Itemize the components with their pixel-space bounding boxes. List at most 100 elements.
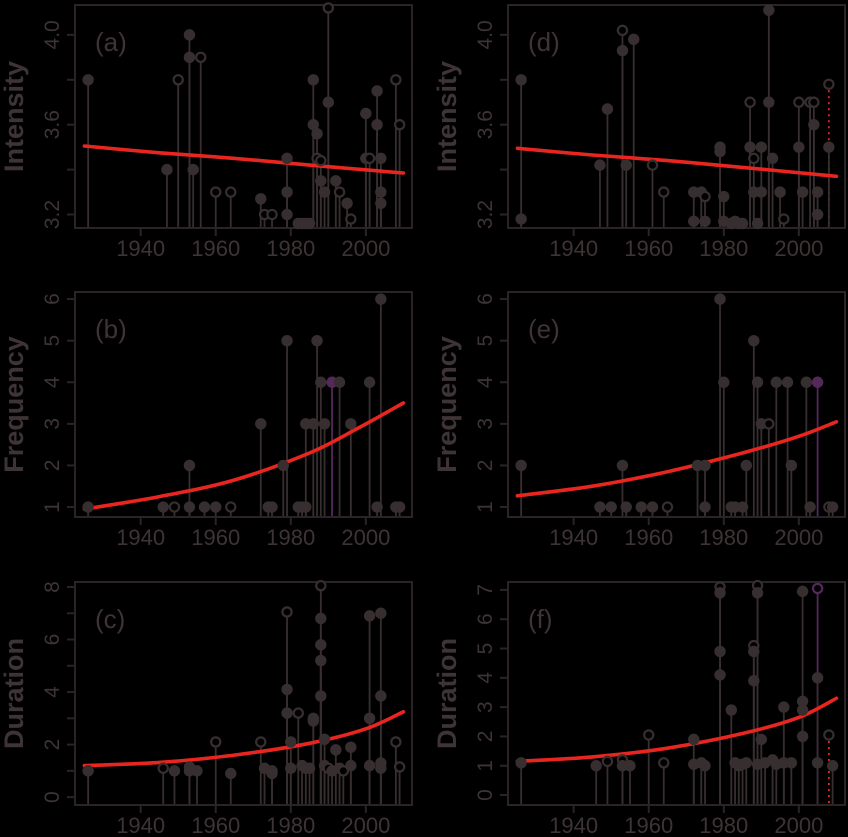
- plot-frame: [74, 581, 413, 806]
- y-tick-label: 3.6: [474, 110, 497, 139]
- data-point-open: [601, 755, 614, 768]
- x-tick-label: 1940: [549, 813, 598, 837]
- panel-letter-label: (f): [528, 604, 553, 634]
- y-axis-title: Duration: [432, 638, 462, 749]
- x-tick-label: 1940: [116, 525, 165, 550]
- data-point-filled: [315, 175, 327, 187]
- trend-line: [515, 420, 839, 498]
- y-tick-label: 5: [474, 335, 497, 347]
- data-point-filled: [811, 186, 824, 198]
- panel-letter-label: (e): [528, 314, 560, 344]
- x-tick-label: 1940: [116, 236, 165, 261]
- data-point-filled: [315, 612, 327, 625]
- y-tick-label: 5: [41, 335, 64, 347]
- y-axis-title: Duration: [0, 638, 29, 749]
- data-point-filled: [699, 215, 711, 227]
- data-point-open: [225, 186, 237, 198]
- data-point-filled: [311, 334, 323, 347]
- data-point-filled: [515, 757, 527, 769]
- y-tick-label: 2: [474, 460, 497, 472]
- y-tick-label: 3: [474, 418, 497, 430]
- data-point-filled: [183, 459, 196, 472]
- x-tick-label: 2000: [341, 813, 390, 837]
- data-point-open: [748, 152, 760, 165]
- data-point-filled: [375, 293, 387, 305]
- data-point-filled: [363, 610, 376, 622]
- data-point-filled: [766, 152, 779, 165]
- data-point-filled: [616, 459, 629, 472]
- data-point-filled: [345, 759, 357, 772]
- y-tick-label: 4: [474, 672, 497, 684]
- x-tick-label: 1940: [549, 525, 598, 550]
- data-point-open: [363, 152, 376, 165]
- data-point-filled: [785, 459, 798, 472]
- plot-frame: [507, 291, 846, 518]
- y-tick-label: 3.2: [474, 200, 497, 229]
- y-tick-label: 6: [41, 634, 64, 646]
- data-point-filled: [778, 701, 790, 713]
- data-point-filled: [796, 585, 809, 598]
- panel-c-duration: 0 2 4 6 8 1940 1960 1980 2000 Duration (c): [0, 579, 413, 837]
- data-point-open: [210, 186, 222, 198]
- data-point-filled: [210, 501, 222, 513]
- data-point-filled: [590, 760, 602, 772]
- x-tick-label: 1960: [624, 236, 673, 261]
- data-point-filled: [315, 376, 327, 388]
- panel-e-frequency: 1 2 3 4 5 6 1940 1960 1980 2000 Frequency (e): [432, 291, 846, 550]
- data-point-filled: [714, 645, 726, 658]
- data-point-filled: [808, 118, 820, 131]
- y-tick-label: 4.0: [41, 20, 64, 49]
- y-tick-label: 6: [41, 293, 64, 305]
- data-point-filled: [736, 501, 749, 513]
- data-point-open: [646, 159, 659, 171]
- data-point-filled: [266, 501, 278, 513]
- data-point-filled: [699, 459, 711, 472]
- y-tick-label: 2: [41, 739, 64, 751]
- trend-line: [82, 144, 406, 175]
- data-point-open: [337, 765, 350, 777]
- x-tick-label: 2000: [341, 236, 390, 261]
- plot-frame: [74, 291, 413, 518]
- data-point-filled: [774, 186, 786, 198]
- x-tick-label: 2000: [341, 525, 390, 550]
- data-point-open: [255, 736, 267, 748]
- data-point-filled: [307, 418, 320, 430]
- data-point-filled: [82, 765, 94, 777]
- data-point-filled: [303, 762, 316, 774]
- data-point-open: [393, 118, 406, 131]
- data-point-filled: [285, 762, 297, 774]
- y-axis-title: Intensity: [432, 61, 462, 172]
- data-point-filled: [785, 757, 798, 769]
- data-point-filled: [330, 175, 342, 187]
- data-point-filled: [281, 152, 293, 165]
- data-point-open: [763, 418, 775, 430]
- y-tick-label: 4: [41, 686, 64, 698]
- data-point-filled: [318, 418, 331, 430]
- data-point-filled: [755, 186, 768, 198]
- data-point-open: [292, 707, 304, 719]
- data-point-open: [315, 579, 327, 592]
- data-point-filled: [345, 418, 357, 430]
- data-point-filled: [515, 213, 527, 225]
- y-tick-label: 1: [474, 760, 497, 772]
- trend-line: [515, 146, 839, 179]
- data-point-filled: [375, 762, 387, 774]
- data-point-open: [281, 606, 293, 618]
- x-tick-label: 1940: [116, 813, 165, 837]
- data-point-filled: [371, 501, 383, 513]
- x-tick-label: 1960: [191, 236, 240, 261]
- data-point-filled: [168, 765, 181, 777]
- data-point-open: [823, 729, 835, 741]
- trend-line: [82, 401, 406, 511]
- y-tick-label: 8: [41, 581, 64, 593]
- data-point-filled: [515, 459, 527, 472]
- data-point-filled: [300, 501, 312, 513]
- data-point-filled: [161, 163, 173, 176]
- y-tick-label: 5: [474, 643, 497, 655]
- data-point-filled: [811, 376, 824, 388]
- y-tick-label: 3.2: [41, 200, 64, 229]
- data-point-filled: [751, 217, 764, 230]
- y-axis-title: Frequency: [432, 336, 462, 473]
- panel-b-frequency: 1 2 3 4 5 6 1940 1960 1980 2000 Frequency (b): [0, 291, 413, 550]
